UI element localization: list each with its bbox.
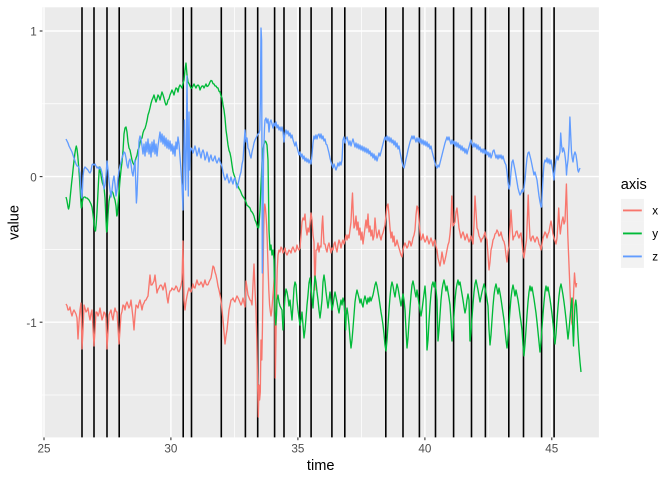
svg-text:45: 45 — [545, 443, 559, 456]
svg-text:40: 40 — [418, 443, 432, 456]
svg-text:y: y — [652, 228, 658, 241]
svg-text:0: 0 — [30, 171, 37, 184]
svg-text:35: 35 — [291, 443, 305, 456]
svg-text:30: 30 — [164, 443, 178, 456]
svg-text:axis: axis — [621, 177, 647, 193]
svg-text:-1: -1 — [26, 317, 36, 330]
svg-text:z: z — [652, 251, 658, 264]
svg-text:1: 1 — [30, 26, 37, 39]
svg-text:value: value — [7, 205, 23, 240]
svg-text:time: time — [307, 458, 335, 474]
svg-text:x: x — [652, 205, 658, 218]
svg-text:25: 25 — [37, 443, 51, 456]
